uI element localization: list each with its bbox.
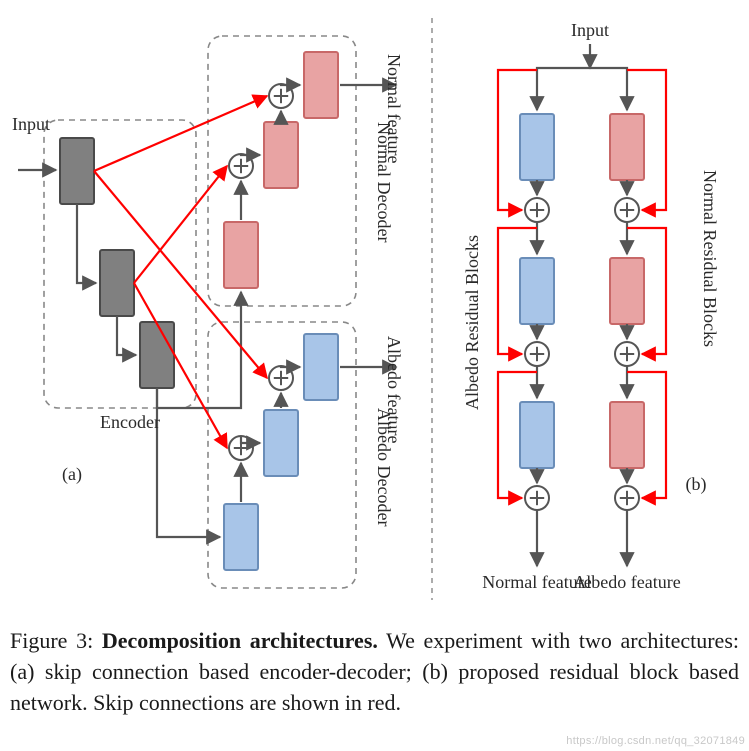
svg-text:Normal Decoder: Normal Decoder bbox=[374, 122, 394, 242]
svg-text:(b): (b) bbox=[686, 474, 707, 495]
svg-text:Albedo Residual Blocks: Albedo Residual Blocks bbox=[462, 235, 482, 410]
svg-text:Input: Input bbox=[571, 20, 609, 40]
watermark: https://blog.csdn.net/qq_32071849 bbox=[566, 735, 745, 747]
svg-text:Input: Input bbox=[12, 114, 50, 134]
svg-text:Albedo feature: Albedo feature bbox=[573, 572, 680, 592]
svg-text:Albedo Decoder: Albedo Decoder bbox=[374, 408, 394, 526]
figure-caption: Figure 3: Decomposition architectures. W… bbox=[10, 626, 739, 718]
svg-text:(a): (a) bbox=[62, 464, 82, 485]
svg-text:Normal Residual Blocks: Normal Residual Blocks bbox=[700, 170, 720, 347]
svg-text:Encoder: Encoder bbox=[100, 412, 160, 432]
